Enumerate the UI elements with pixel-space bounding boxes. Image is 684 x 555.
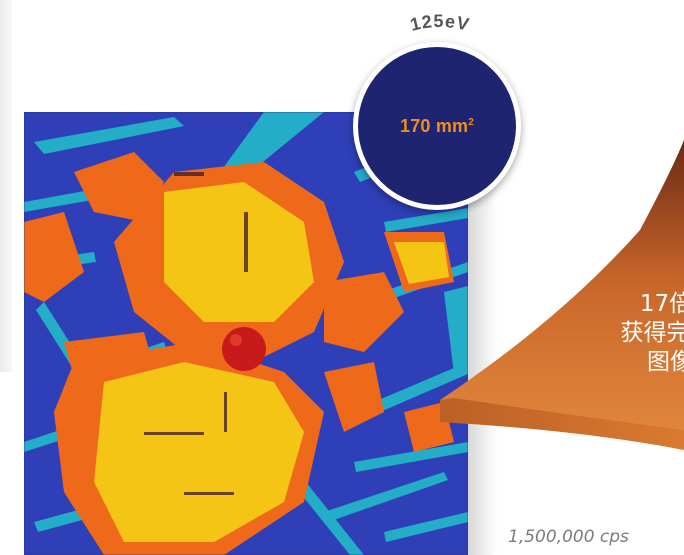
sensor-area-superscript: 2 bbox=[468, 116, 474, 128]
wedge-caption-line-2: 获得完 bbox=[620, 320, 684, 346]
svg-text:125eV: 125eV bbox=[408, 11, 472, 35]
count-rate-label: 1,500,000 cps bbox=[508, 527, 629, 547]
badge-arc-label: 125eV bbox=[408, 11, 472, 35]
resolution-text: 125eV bbox=[408, 11, 471, 35]
red-phase bbox=[222, 327, 266, 371]
wedge-caption-line-3: 图像 bbox=[647, 349, 684, 375]
wedge-caption: 17倍 获得完 图像 bbox=[590, 290, 684, 377]
speed-wedge-graphic bbox=[440, 140, 684, 450]
left-grey-panel bbox=[0, 0, 12, 372]
dark-inclusions bbox=[144, 172, 248, 495]
sensor-area-value: 170 mm2 bbox=[400, 116, 474, 137]
sensor-area-badge: 170 mm2 bbox=[353, 42, 521, 210]
sensor-area-number: 170 mm bbox=[399, 115, 469, 136]
wedge-caption-line-1: 17倍 bbox=[639, 291, 684, 317]
yellow-phase bbox=[94, 182, 449, 542]
